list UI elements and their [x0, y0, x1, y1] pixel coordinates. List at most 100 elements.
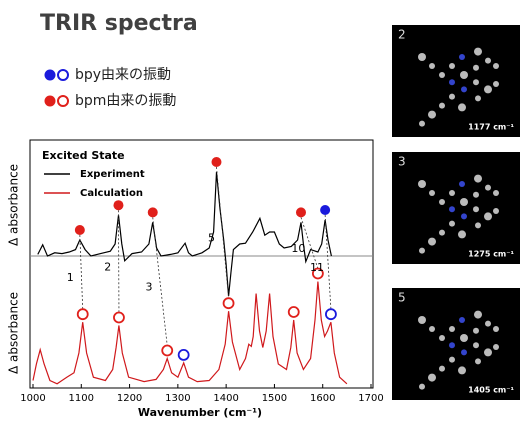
- atom: [449, 94, 455, 100]
- atom: [473, 192, 479, 198]
- legend-dot: [45, 96, 56, 107]
- atom: [475, 95, 481, 101]
- slide-title: TRIR spectra: [40, 11, 198, 36]
- image-label: 3: [398, 155, 406, 169]
- atom: [461, 349, 467, 355]
- atom: [459, 181, 465, 187]
- exp-marker: [320, 205, 330, 215]
- x-tick-label: 1200: [117, 393, 142, 404]
- atom: [493, 81, 499, 87]
- atom: [485, 185, 491, 191]
- atom: [429, 63, 435, 69]
- calc-marker: [78, 309, 88, 319]
- mode-number: 1: [67, 271, 74, 284]
- legend-label: Calculation: [80, 188, 143, 199]
- atom: [475, 358, 481, 364]
- atom: [460, 334, 468, 342]
- atom: [484, 85, 492, 93]
- x-tick-label: 1400: [213, 393, 238, 404]
- atom: [493, 344, 499, 350]
- image-background: [392, 152, 520, 264]
- atom: [439, 103, 445, 109]
- calc-marker: [326, 309, 336, 319]
- atom: [461, 213, 467, 219]
- image-caption: 1177 cm⁻¹: [468, 123, 514, 132]
- calc-marker: [179, 350, 189, 360]
- legend-label: bpm由来の振動: [75, 93, 176, 109]
- x-axis-label: Wavenumber (cm⁻¹): [138, 406, 262, 419]
- atom: [449, 342, 455, 348]
- molecule-image: 3 1275 cm⁻¹: [392, 152, 520, 264]
- atom: [419, 384, 425, 390]
- exp-marker: [75, 225, 85, 235]
- image-background: [392, 25, 520, 137]
- atom: [493, 190, 499, 196]
- atom: [484, 212, 492, 220]
- y-axis-label: Δ absorbance: [7, 292, 21, 374]
- atom: [449, 221, 455, 227]
- atom: [428, 238, 436, 246]
- mode-number: 5: [208, 232, 215, 245]
- image-caption: 1275 cm⁻¹: [468, 250, 514, 259]
- atom: [461, 86, 467, 92]
- mode-number: 3: [145, 280, 152, 293]
- atom: [459, 54, 465, 60]
- atom: [439, 230, 445, 236]
- slide: TRIR spectra Excited State Wavenumber (c…: [0, 0, 525, 423]
- atom: [439, 199, 445, 205]
- page: { "header": {"title": "TRIR spectra"}, "…: [0, 0, 525, 423]
- exp-marker: [211, 157, 221, 167]
- atom: [449, 357, 455, 363]
- mode-number: 11: [310, 261, 324, 274]
- legend-label: Experiment: [80, 169, 145, 180]
- calc-marker: [162, 346, 172, 356]
- x-tick-label: 1500: [262, 393, 287, 404]
- atom: [459, 317, 465, 323]
- y-axis-label: Δ absorbance: [7, 164, 21, 246]
- atom: [473, 342, 479, 348]
- atom: [485, 58, 491, 64]
- atom: [449, 206, 455, 212]
- atom: [493, 326, 499, 332]
- atom: [458, 366, 466, 374]
- atom: [419, 248, 425, 254]
- atom: [460, 198, 468, 206]
- calc-marker: [114, 313, 124, 323]
- atom: [449, 190, 455, 196]
- atom: [473, 328, 479, 334]
- x-tick-label: 1100: [69, 393, 94, 404]
- atom: [473, 206, 479, 212]
- atom: [474, 48, 482, 56]
- legend-ring: [58, 70, 68, 80]
- legend-dot: [45, 70, 56, 81]
- x-tick-label: 1700: [358, 393, 383, 404]
- atom: [460, 71, 468, 79]
- x-tick-label: 1000: [20, 393, 45, 404]
- atom: [449, 79, 455, 85]
- atom: [429, 326, 435, 332]
- mode-number: 10: [291, 242, 305, 255]
- atom: [418, 180, 426, 188]
- atom: [475, 222, 481, 228]
- atom: [439, 366, 445, 372]
- atom: [458, 230, 466, 238]
- atom: [429, 190, 435, 196]
- atom: [449, 326, 455, 332]
- atom: [449, 63, 455, 69]
- x-tick-label: 1300: [165, 393, 190, 404]
- exp-marker: [113, 200, 123, 210]
- spectrum-line: [33, 282, 347, 384]
- atom: [418, 316, 426, 324]
- atom: [473, 79, 479, 85]
- atom: [485, 321, 491, 327]
- atom: [419, 121, 425, 127]
- assignment-link: [80, 235, 83, 309]
- atom: [493, 208, 499, 214]
- atom: [458, 103, 466, 111]
- image-caption: 1405 cm⁻¹: [468, 386, 514, 395]
- atom: [473, 65, 479, 71]
- legend-label: bpy由来の振動: [75, 67, 171, 83]
- x-tick-label: 1600: [310, 393, 335, 404]
